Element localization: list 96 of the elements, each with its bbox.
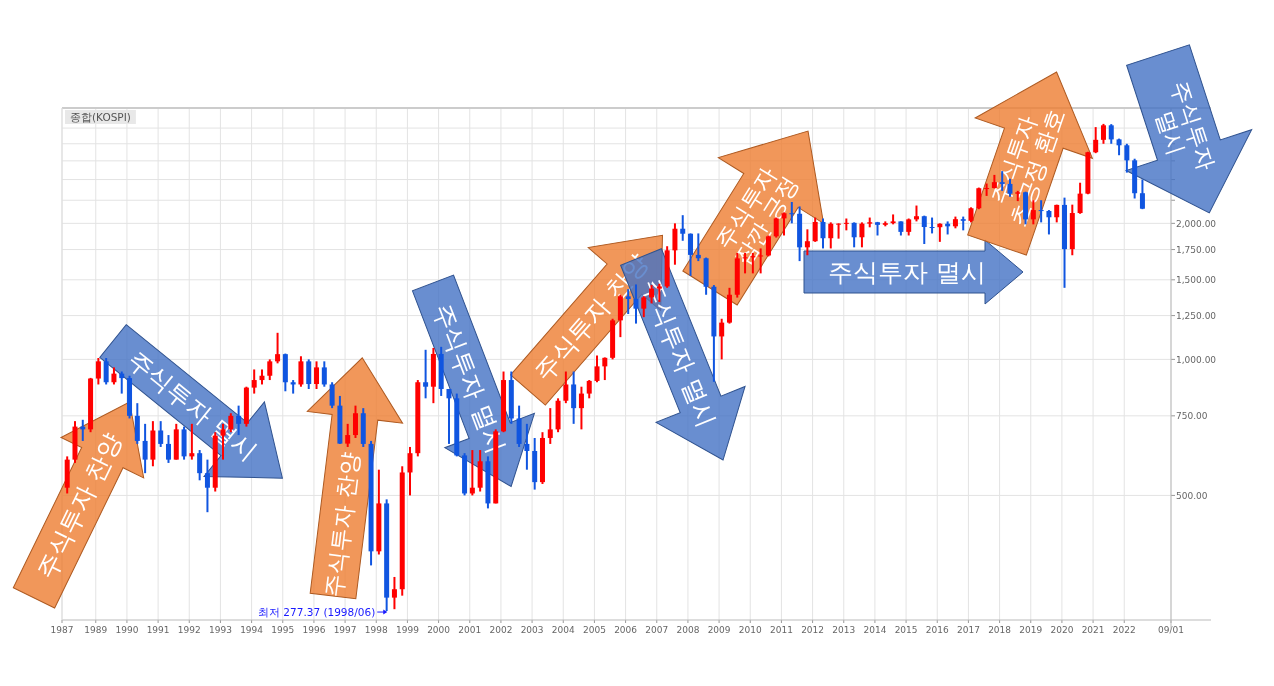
candlestick <box>314 360 320 390</box>
x-tick-label: 1991 <box>146 625 170 635</box>
candlestick <box>547 407 553 445</box>
x-tick-label: 1994 <box>240 625 264 635</box>
x-tick-label: 2007 <box>645 625 669 635</box>
candlestick <box>820 217 826 250</box>
candlestick <box>204 458 210 514</box>
candlestick <box>197 449 203 482</box>
x-tick-label: 2003 <box>520 625 544 635</box>
annotation: 주식투자 멸시 <box>827 258 986 287</box>
x-tick-label: 2009 <box>707 625 731 635</box>
x-tick-label: 2006 <box>614 625 638 635</box>
x-tick-label: 2002 <box>489 625 513 635</box>
y-tick-label: 1,500.00 <box>1176 275 1217 286</box>
x-tick-label: 1998 <box>364 625 388 635</box>
x-tick-label: 2021 <box>1081 625 1105 635</box>
x-tick-label: 2013 <box>832 625 856 635</box>
x-tick-label: 1993 <box>208 625 232 635</box>
x-tick-label: 2005 <box>582 625 606 635</box>
y-tick-label: 1,250.00 <box>1176 311 1217 322</box>
x-tick-label: 2004 <box>551 625 575 635</box>
x-tick-label: 1997 <box>333 625 357 635</box>
x-tick-label: 1992 <box>177 625 201 635</box>
candlestick <box>391 575 397 611</box>
candlestick <box>321 360 327 388</box>
x-tick-label: 1990 <box>115 625 139 635</box>
x-tick-label: 2018 <box>988 625 1012 635</box>
x-tick-label: 09/01 <box>1158 625 1184 635</box>
candlestick <box>680 214 686 242</box>
x-tick-label: 2001 <box>458 625 482 635</box>
candlestick <box>95 357 101 386</box>
x-tick-label: 2020 <box>1050 625 1074 635</box>
candlestick <box>812 216 818 243</box>
candlestick <box>688 232 694 277</box>
candlestick <box>267 358 273 382</box>
candlestick <box>656 282 662 303</box>
x-tick-label: 1996 <box>302 625 326 635</box>
candlestick <box>921 214 927 246</box>
candlestick <box>1124 142 1130 174</box>
candlestick <box>119 370 125 395</box>
x-tick-label: 2015 <box>894 625 918 635</box>
candlestick <box>859 221 865 249</box>
candlestick <box>1139 178 1145 211</box>
candlestick <box>578 385 584 431</box>
x-tick-label: 2016 <box>925 625 949 635</box>
x-tick-label: 2019 <box>1019 625 1043 635</box>
x-tick-label: 2017 <box>956 625 980 635</box>
x-tick-label: 2011 <box>769 625 793 635</box>
y-tick-label: 1,750.00 <box>1176 245 1217 256</box>
candlestick <box>719 317 725 361</box>
candlestick <box>828 221 834 250</box>
candlestick <box>275 331 281 365</box>
x-tick-label: 2010 <box>738 625 762 635</box>
x-tick-label: 1999 <box>395 625 420 635</box>
candlestick <box>298 355 304 388</box>
candlestick <box>672 222 678 266</box>
candlestick <box>251 368 257 395</box>
candlestick <box>423 348 429 400</box>
candlestick <box>1108 123 1114 145</box>
candlestick <box>1007 177 1013 198</box>
candlestick <box>103 357 109 386</box>
x-tick-label: 2022 <box>1112 625 1136 635</box>
candlestick <box>836 222 842 240</box>
candlestick <box>1046 209 1052 236</box>
x-tick-label: 1987 <box>50 625 74 635</box>
candlestick <box>1100 122 1106 145</box>
x-tick-label: 2012 <box>801 625 825 635</box>
candlestick <box>1038 199 1044 224</box>
candlestick <box>649 284 655 305</box>
x-tick-label: 2000 <box>427 625 451 635</box>
candlestick <box>1077 181 1083 215</box>
x-tick-label: 1995 <box>271 625 295 635</box>
y-tick-label: 500.00 <box>1176 490 1208 501</box>
x-tick-label: 2008 <box>676 625 700 635</box>
chart-title: 종합(KOSPI) <box>70 111 131 123</box>
x-tick-label: 2014 <box>863 625 887 635</box>
annotation: 주식투자 찬양 <box>320 450 364 599</box>
candlestick <box>804 228 810 257</box>
candlestick <box>345 422 351 448</box>
candlestick <box>352 404 358 439</box>
candlestick <box>1093 126 1099 155</box>
candlestick <box>586 379 592 400</box>
low-note: 최저 277.37 (1998/06) <box>258 606 388 619</box>
candlestick <box>407 445 413 497</box>
y-tick-label: 1,000.00 <box>1176 354 1217 365</box>
candlestick <box>999 170 1005 192</box>
candlestick <box>524 422 530 471</box>
candlestick <box>165 434 171 464</box>
y-tick-label: 750.00 <box>1176 411 1208 422</box>
y-tick-label: 2,000.00 <box>1176 218 1217 229</box>
candlestick <box>329 381 335 410</box>
arrow: 주식투자 멸시 <box>803 239 1024 305</box>
candlestick <box>220 422 226 461</box>
candlestick <box>851 221 857 249</box>
x-tick-label: 1989 <box>84 625 108 635</box>
candlestick <box>306 358 312 390</box>
